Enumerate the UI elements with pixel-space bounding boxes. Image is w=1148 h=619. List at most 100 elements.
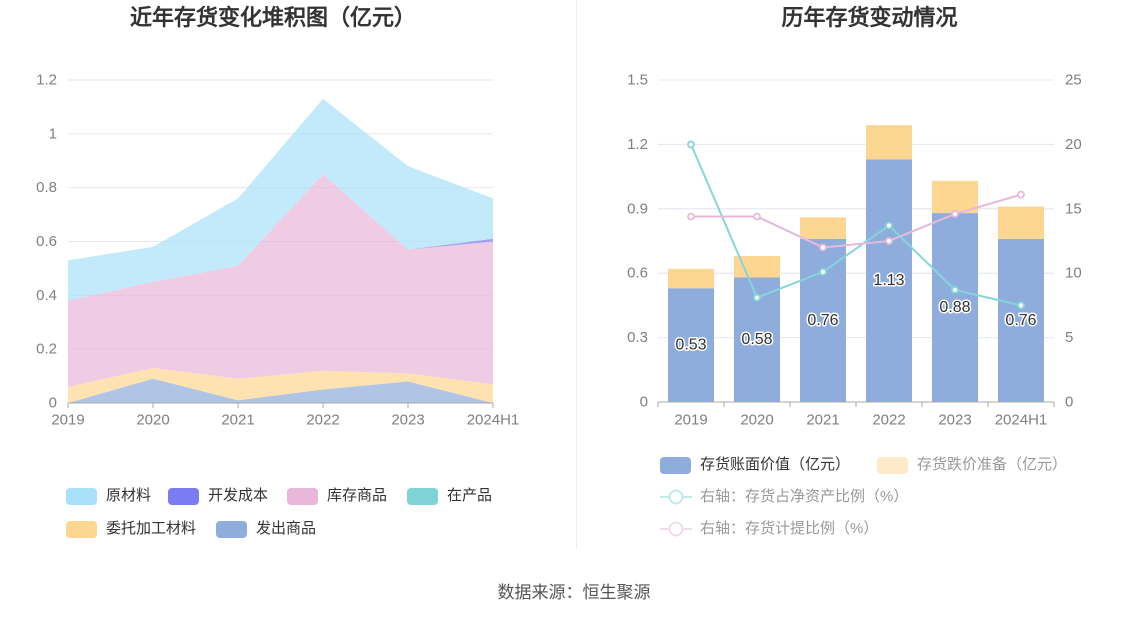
legend-swatch: [216, 520, 247, 538]
legend-swatch: [877, 456, 908, 474]
bar-data-label: 0.58: [741, 331, 772, 348]
legend-item-raw-materials[interactable]: 原材料: [66, 487, 151, 505]
line-point-series-3: [753, 212, 761, 221]
legend-swatch: [66, 520, 97, 538]
y-tick-label: 1: [49, 125, 57, 142]
left-y-tick-label: 0.9: [627, 200, 648, 217]
line-point-series-2: [885, 221, 893, 230]
legend-item-development-cost[interactable]: 开发成本: [168, 487, 268, 505]
line-legend-icon: [660, 489, 692, 505]
bar-series-1: [932, 180, 978, 214]
y-tick-label: 1.2: [36, 72, 57, 89]
bar-series-0: [932, 213, 978, 402]
legend-swatch: [407, 487, 438, 505]
bar-series-1: [800, 217, 846, 239]
legend-label: 存货跌价准备（亿元）: [917, 456, 1068, 473]
legend-item-book-value[interactable]: 存货账面价值（亿元）: [660, 456, 850, 474]
legend-item-goods-shipped[interactable]: 发出商品: [216, 520, 316, 538]
legend-item-impairment-provision[interactable]: 存货跌价准备（亿元）: [877, 456, 1067, 474]
line-point-series-2: [687, 140, 695, 149]
legend-item-provision-ratio[interactable]: 右轴：存货计提比例（%）: [660, 520, 878, 538]
legend-item-work-in-progress[interactable]: 在产品: [407, 487, 492, 505]
right-chart-title: 历年存货变动情况: [781, 5, 958, 30]
x-tick-label: 2021: [221, 412, 254, 429]
bar-series-0: [800, 238, 846, 402]
chart-divider: [576, 0, 577, 549]
legend-swatch: [660, 456, 691, 474]
stacked-area-series-2: [68, 174, 493, 387]
legend-label: 库存商品: [327, 487, 388, 504]
left-y-tick-label: 0: [640, 394, 648, 411]
bar-data-label: 0.76: [807, 312, 838, 329]
legend-swatch: [168, 487, 199, 505]
x-tick-label: 2024H1: [995, 412, 1048, 429]
legend-label: 委托加工材料: [106, 520, 197, 537]
stacked-area-series-5: [68, 378, 493, 403]
y-tick-label: 0: [49, 395, 57, 412]
x-tick-label: 2022: [306, 412, 339, 429]
legend-label: 存货账面价值（亿元）: [700, 456, 851, 473]
right-y-tick-label: 20: [1065, 136, 1082, 153]
left-chart-title: 近年存货变化堆积图（亿元）: [129, 5, 416, 30]
right-y-tick-label: 25: [1065, 72, 1082, 89]
left-y-tick-label: 1.5: [627, 72, 648, 89]
line-point-series-2: [753, 293, 761, 302]
right-y-tick-label: 10: [1065, 265, 1082, 282]
line-point-series-2: [1017, 301, 1025, 310]
legend-item-inventory-to-net-assets[interactable]: 右轴：存货占净资产比例（%）: [660, 488, 908, 506]
legend-item-finished-goods[interactable]: 库存商品: [287, 487, 387, 505]
right-y-tick-label: 0: [1065, 394, 1073, 411]
data-source: 数据来源：恒生聚源: [497, 583, 651, 602]
y-tick-label: 0.2: [36, 341, 57, 358]
legend-label: 原材料: [106, 487, 152, 504]
x-tick-label: 2019: [51, 412, 84, 429]
x-tick-label: 2020: [136, 412, 169, 429]
right-y-tick-label: 15: [1065, 200, 1082, 217]
bar-series-1: [998, 206, 1044, 239]
bar-series-1: [866, 125, 912, 160]
bar-data-label: 0.88: [939, 299, 970, 316]
line-series-3: [691, 193, 1022, 249]
x-tick-label: 2022: [872, 412, 905, 429]
bar-series-0: [998, 238, 1044, 402]
line-series-2: [690, 144, 1022, 307]
left-y-tick-label: 0.6: [627, 265, 648, 282]
x-tick-label: 2020: [740, 412, 773, 429]
legend-swatch: [287, 487, 318, 505]
legend-label: 在产品: [447, 487, 493, 504]
stacked-area-series-0: [68, 98, 493, 301]
line-point-series-2: [951, 286, 959, 294]
x-tick-label: 2023: [391, 412, 424, 429]
x-tick-label: 2023: [938, 412, 971, 429]
stacked-area-series-4: [68, 368, 493, 403]
y-tick-label: 0.8: [36, 179, 57, 196]
right-y-tick-label: 5: [1065, 329, 1073, 346]
x-tick-label: 2021: [806, 412, 839, 429]
legend-label: 右轴：存货占净资产比例（%）: [700, 488, 909, 505]
bar-series-0: [866, 159, 912, 402]
legend-swatch: [66, 487, 97, 505]
legend-label: 开发成本: [208, 487, 269, 504]
inventory-change-combo-chart: 0 0.3 0.6 0.9 1.2 1.5 0 5 10 15 20 25 0.53 0.58 0.76 1.…: [627, 72, 1082, 429]
bar-data-label: 0.76: [1005, 312, 1036, 329]
x-tick-label: 2019: [674, 412, 707, 429]
legend-label: 发出商品: [256, 520, 317, 537]
line-point-series-3: [885, 237, 893, 245]
y-tick-label: 0.6: [36, 233, 57, 250]
bar-series-1: [668, 268, 714, 289]
legend-item-consigned-processing[interactable]: 委托加工材料: [66, 520, 196, 538]
line-point-series-2: [819, 268, 827, 276]
left-y-tick-label: 1.2: [627, 136, 648, 153]
inventory-stacked-area-chart: 0 0.2 0.4 0.6 0.8 1 1.2 2019 2020 2021 2022 2023 202…: [36, 72, 519, 429]
line-point-series-3: [951, 210, 959, 218]
bar-data-label: 1.13: [873, 272, 904, 289]
x-tick-label: 2024H1: [467, 412, 520, 429]
line-point-series-3: [819, 243, 827, 252]
bar-data-label: 0.53: [675, 337, 706, 354]
y-tick-label: 0.4: [36, 287, 57, 304]
left-y-tick-label: 0.3: [627, 329, 648, 346]
legend-label: 右轴：存货计提比例（%）: [700, 520, 879, 537]
line-point-series-3: [687, 212, 695, 221]
